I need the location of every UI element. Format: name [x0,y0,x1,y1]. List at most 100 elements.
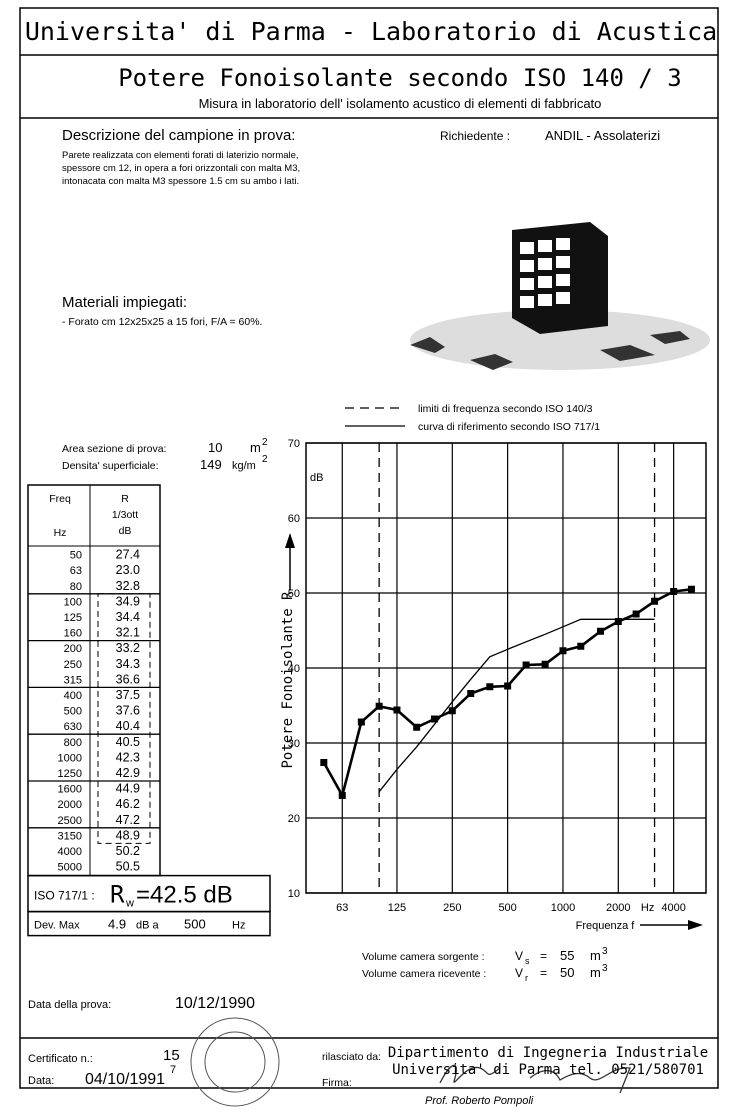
volume-value: 50 [560,965,574,980]
deviation-at: dB a [136,920,160,932]
table-cell: 34.9 [116,594,140,608]
volume-unit: m [590,965,601,980]
table-cell: 48.9 [116,828,140,842]
table-cell: 33.2 [116,641,140,655]
data-point [339,792,346,799]
certificate-label: Certificato n.: [28,1053,93,1065]
issuer: Dipartimento di Ingegneria Industriale [388,1045,708,1061]
table-cell: 315 [64,674,82,686]
data-point [467,690,474,697]
data-point [523,662,530,669]
stamp-inner [205,1032,265,1092]
volume-exponent: 3 [602,963,608,974]
table-cell: 46.2 [116,797,140,811]
table-cell: 1600 [58,784,82,796]
table-cell: 40.5 [116,735,140,749]
table-cell: 37.6 [116,704,140,718]
volume-label: Volume camera ricevente : [362,968,486,980]
table-cell: 34.3 [116,657,140,671]
x-tick-label: 1000 [551,902,575,914]
area-label: Area sezione di prova: [62,443,166,455]
deviation-frequency: 500 [184,917,206,932]
axis-arrowhead [688,920,703,930]
certificate-page: Universita' di Parma - Laboratorio di Ac… [0,0,742,1113]
rating-value: =42.5 dB [136,882,233,909]
table-header: Hz [54,527,67,539]
data-point [651,598,658,605]
density-label: Densita' superficiale: [62,460,159,472]
issue-date: 04/10/1991 [85,1071,165,1088]
legend-label: curva di riferimento secondo ISO 717/1 [418,421,600,433]
volume-symbol: V [515,966,523,980]
volume-subscript: r [525,973,528,983]
date-label: Data: [28,1075,54,1087]
data-point [486,683,493,690]
table-cell: 42.3 [116,750,140,764]
x-tick-label: 2000 [606,902,630,914]
y-tick-label: 60 [288,513,300,525]
y-unit: dB [310,472,323,484]
table-cell: 80 [70,581,82,593]
sample-text: intonacata con malta M3 spessore 1.5 cm … [62,176,299,187]
rating-symbol: R [110,881,125,909]
table-header: 1/3ott [112,509,138,521]
certificate-note: 7 [170,1064,176,1076]
volume-subscript: s [525,956,530,966]
axis-arrowhead [285,533,295,548]
test-date-label: Data della prova: [28,999,111,1011]
page-subtitle: Potere Fonoisolante secondo ISO 140 / 3 [118,64,682,92]
table-cell: 47.2 [116,813,140,827]
table-cell: 36.6 [116,672,140,686]
table-header: Freq [49,493,71,505]
density-exponent: 2 [262,454,268,465]
table-cell: 800 [64,737,82,749]
data-point [670,588,677,595]
data-point [688,586,695,593]
table-cell: 32.8 [116,579,140,593]
table-cell: 23.0 [116,563,140,577]
area-unit: m [250,440,261,455]
x-axis-title: Frequenza f [576,920,636,932]
volume-label: Volume camera sorgente : [362,951,485,963]
legend-label: limiti di frequenza secondo ISO 140/3 [418,403,593,415]
y-tick-label: 20 [288,813,300,825]
x-tick-label: 4000 [661,902,685,914]
series-line [379,619,654,792]
x-tick-label: 63 [336,902,348,914]
table-cell: 2500 [58,815,82,827]
table-cell: 200 [64,643,82,655]
page-title: Universita' di Parma - Laboratorio di Ac… [25,17,717,46]
data-point [393,707,400,714]
table-cell: 27.4 [116,548,140,562]
signature-label: Firma: [322,1077,352,1089]
sample-text: spessore cm 12, in opera a fori orizzont… [62,163,300,174]
volume-equals: = [540,966,547,980]
table-cell: 50 [70,550,82,562]
issuer: Universita' di Parma tel. 0521/580701 [392,1062,704,1078]
requester-label: Richiedente : [440,129,510,143]
volume-exponent: 3 [602,946,608,957]
specimen-photo [410,222,710,370]
table-cell: 3150 [58,830,82,842]
certificate-number: 15 [163,1047,180,1064]
table-cell: 2000 [58,799,82,811]
volume-equals: = [540,949,547,963]
table-header: dB [119,525,132,537]
deviation-value: 4.9 [108,917,126,932]
table-cell: 40.4 [116,719,140,733]
table-cell: 5000 [58,862,82,874]
table-cell: 400 [64,690,82,702]
section-heading: Descrizione del campione in prova: [62,127,295,144]
table-header: R [121,493,129,505]
y-tick-label: 70 [288,438,300,450]
university-stamp [191,1018,279,1106]
table-border [28,485,160,876]
deviation-label: Dev. Max [34,920,80,932]
area-value: 10 [208,440,222,455]
data-point [633,611,640,618]
table-cell: 63 [70,565,82,577]
table-cell: 32.1 [116,626,140,640]
table-cell: 500 [64,706,82,718]
signatory: Prof. Roberto Pompoli [425,1095,534,1107]
data-point [449,707,456,714]
